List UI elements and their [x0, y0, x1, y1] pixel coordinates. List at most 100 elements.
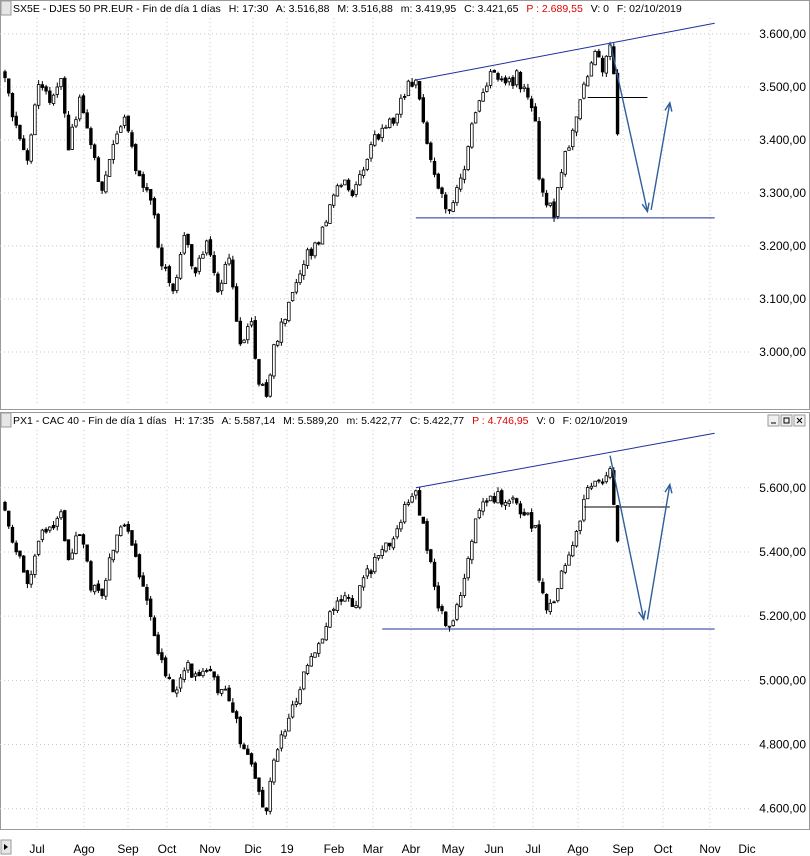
candle-body	[178, 254, 183, 279]
collapse-arrow-icon[interactable]	[0, 412, 12, 428]
candle-body	[219, 282, 224, 292]
candle-body	[533, 106, 538, 122]
sx5e-low: m: 3.419,95	[401, 3, 457, 15]
candle-body	[29, 134, 33, 162]
candle-body	[246, 326, 250, 341]
candle-body	[204, 670, 209, 672]
candle-body	[309, 656, 313, 667]
y-tick-label: 5.600,00	[759, 481, 806, 495]
candle-body	[350, 598, 355, 607]
projection-arrow-up-head	[664, 482, 673, 494]
candle-body	[104, 580, 108, 597]
candle-body	[548, 602, 553, 613]
sx5e-chart-panel: SX5E - DJES 50 PR.EUR - Fin de día 1 día…	[0, 0, 810, 410]
candle-body	[227, 257, 231, 265]
candle-body	[275, 340, 280, 346]
candle-body	[59, 78, 63, 88]
candle-body	[571, 129, 575, 148]
candle-body	[287, 301, 291, 321]
candle-body	[197, 671, 201, 677]
candle-body	[447, 625, 452, 628]
candle-body	[74, 535, 78, 554]
candle-body	[432, 160, 437, 175]
candle-body	[193, 267, 198, 274]
sx5e-candles	[3, 42, 620, 398]
candle-body	[466, 146, 470, 170]
candle-body	[488, 71, 493, 86]
candle-body	[470, 123, 474, 148]
candle-body	[190, 244, 194, 267]
candle-body	[529, 512, 534, 529]
candle-body	[55, 86, 59, 95]
candle-body	[582, 83, 586, 99]
candle-body	[25, 150, 30, 161]
candle-body	[44, 86, 48, 92]
candle-body	[137, 170, 142, 177]
projection-arrow-down	[609, 41, 649, 212]
candle-body	[257, 777, 261, 792]
candle-body	[328, 204, 332, 224]
candle-body	[451, 202, 455, 212]
candle-body	[216, 273, 220, 293]
candle-body	[261, 383, 265, 386]
candle-body	[238, 320, 243, 345]
candle-body	[455, 187, 459, 204]
candle-body	[600, 481, 605, 484]
candle-body	[425, 521, 429, 551]
minimize-button[interactable]	[767, 414, 780, 427]
candle-body	[354, 184, 358, 195]
candle-body	[429, 549, 433, 563]
candle-body	[3, 71, 7, 79]
candle-body	[365, 568, 369, 577]
candle-body	[156, 634, 160, 655]
candle-body	[283, 319, 287, 324]
candle-body	[417, 81, 422, 100]
candle-body	[358, 174, 362, 186]
candle-body	[608, 468, 612, 478]
x-tick-label: Nov	[199, 842, 220, 856]
resistance-trendline	[415, 22, 715, 81]
candle-body	[96, 583, 101, 591]
candle-body	[466, 558, 470, 579]
candle-body	[537, 121, 541, 180]
projection-arrow-down-head	[638, 610, 647, 622]
candle-body	[346, 597, 351, 599]
svg-text:PX1 - CAC 40 - Fin de día 1 dí: PX1 - CAC 40 - Fin de día 1 días H: 17:3…	[13, 415, 628, 427]
candle-body	[33, 104, 37, 136]
candle-body	[574, 531, 579, 547]
candle-body	[533, 525, 538, 528]
window-controls	[767, 414, 806, 427]
candle-body	[414, 490, 418, 496]
candle-body	[600, 57, 605, 73]
candle-body	[268, 374, 272, 397]
candle-body	[305, 665, 310, 674]
candle-body	[130, 530, 134, 546]
candle-body	[171, 283, 175, 292]
candle-body	[511, 77, 515, 86]
candle-body	[548, 202, 553, 206]
candle-body	[563, 151, 567, 175]
candle-body	[388, 542, 392, 547]
maximize-button[interactable]	[780, 414, 793, 427]
candle-body	[406, 80, 411, 97]
candle-body	[380, 549, 384, 556]
projection-arrow-down-head	[641, 202, 650, 214]
candle-body	[272, 759, 276, 783]
candle-body	[40, 84, 45, 88]
candle-body	[361, 169, 366, 176]
candle-body	[126, 115, 130, 132]
cac40-p-value: P : 4.746,95	[472, 415, 529, 427]
candle-body	[518, 72, 523, 90]
candle-body	[384, 126, 388, 129]
candle-body	[70, 126, 74, 150]
candle-body	[343, 179, 347, 186]
candle-body	[331, 194, 336, 206]
candle-body	[440, 606, 444, 612]
candle-body	[503, 502, 508, 506]
candle-body	[63, 77, 67, 114]
candle-body	[615, 505, 620, 542]
candle-body	[574, 116, 579, 133]
collapse-arrow-icon[interactable]	[0, 0, 12, 16]
candle-body	[257, 359, 261, 385]
candle-body	[455, 604, 459, 620]
